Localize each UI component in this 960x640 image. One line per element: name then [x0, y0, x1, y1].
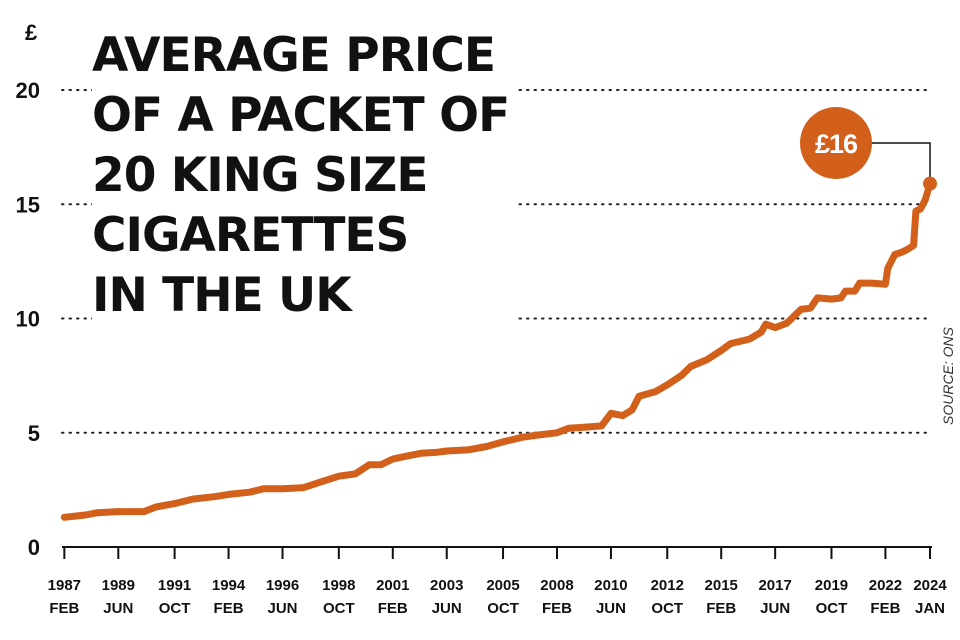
x-tick-month-label: FEB: [378, 600, 408, 617]
x-tick-month-label: JAN: [915, 600, 945, 617]
x-tick-month-label: FEB: [706, 600, 736, 617]
x-tick-year-label: 2010: [594, 577, 627, 594]
source-credit: SOURCE: ONS: [940, 326, 956, 426]
callout-label: £16: [815, 129, 858, 159]
x-tick-year-label: 1989: [102, 577, 135, 594]
x-tick-month-label: OCT: [816, 600, 848, 617]
chart-title: AVERAGE PRICE OF A PACKET OF 20 KING SIZ…: [92, 26, 518, 326]
x-tick-year-label: 1998: [322, 577, 355, 594]
x-tick-year-label: 2001: [376, 577, 409, 594]
x-tick-month-label: JUN: [268, 600, 298, 617]
y-tick-label: 0: [28, 535, 40, 560]
x-tick-year-label: 2024: [913, 577, 947, 594]
x-tick-year-label: 2022: [869, 577, 902, 594]
y-tick-label: 10: [16, 307, 40, 332]
y-axis-currency-label: £: [25, 20, 38, 45]
x-tick-month-label: OCT: [323, 600, 355, 617]
x-tick-year-label: 1987: [48, 577, 81, 594]
x-tick-year-label: 1994: [212, 577, 246, 594]
x-tick-year-label: 2012: [651, 577, 684, 594]
x-tick-year-label: 2017: [758, 577, 791, 594]
x-tick-month-label: JUN: [596, 600, 626, 617]
y-axis: £ 0 5 10 15 20: [16, 20, 40, 560]
callout-leader-line: [866, 142, 931, 184]
x-tick-month-label: FEB: [542, 600, 572, 617]
y-tick-label: 20: [16, 78, 40, 103]
x-tick-year-label: 2019: [815, 577, 848, 594]
x-tick-month-label: OCT: [159, 600, 191, 617]
endpoint-marker: [923, 176, 937, 191]
x-tick-month-label: FEB: [214, 600, 244, 617]
x-tick-year-label: 1996: [266, 577, 299, 594]
callout-bubble: [800, 107, 872, 179]
callout: £16: [800, 107, 937, 191]
x-tick-year-label: 2008: [540, 577, 573, 594]
x-tick-month-label: FEB: [870, 600, 900, 617]
price-line: [60, 180, 934, 521]
x-tick-month-label: FEB: [49, 600, 79, 617]
x-tick-year-label: 1991: [158, 577, 191, 594]
x-tick-year-label: 2015: [705, 577, 738, 594]
y-tick-label: 5: [28, 421, 40, 446]
x-tick-year-label: 2005: [486, 577, 519, 594]
x-tick-month-label: JUN: [760, 600, 790, 617]
x-tick-month-label: OCT: [651, 600, 683, 617]
x-tick-month-label: OCT: [487, 600, 519, 617]
x-axis: 1987 FEB 1989 JUN 1991 OCT 1994 FEB 1996 JUN 1998 O…: [48, 546, 947, 617]
x-tick-year-label: 2003: [430, 577, 463, 594]
x-tick-month-label: JUN: [103, 600, 133, 617]
y-tick-label: 15: [16, 192, 40, 217]
x-tick-month-label: JUN: [432, 600, 462, 617]
